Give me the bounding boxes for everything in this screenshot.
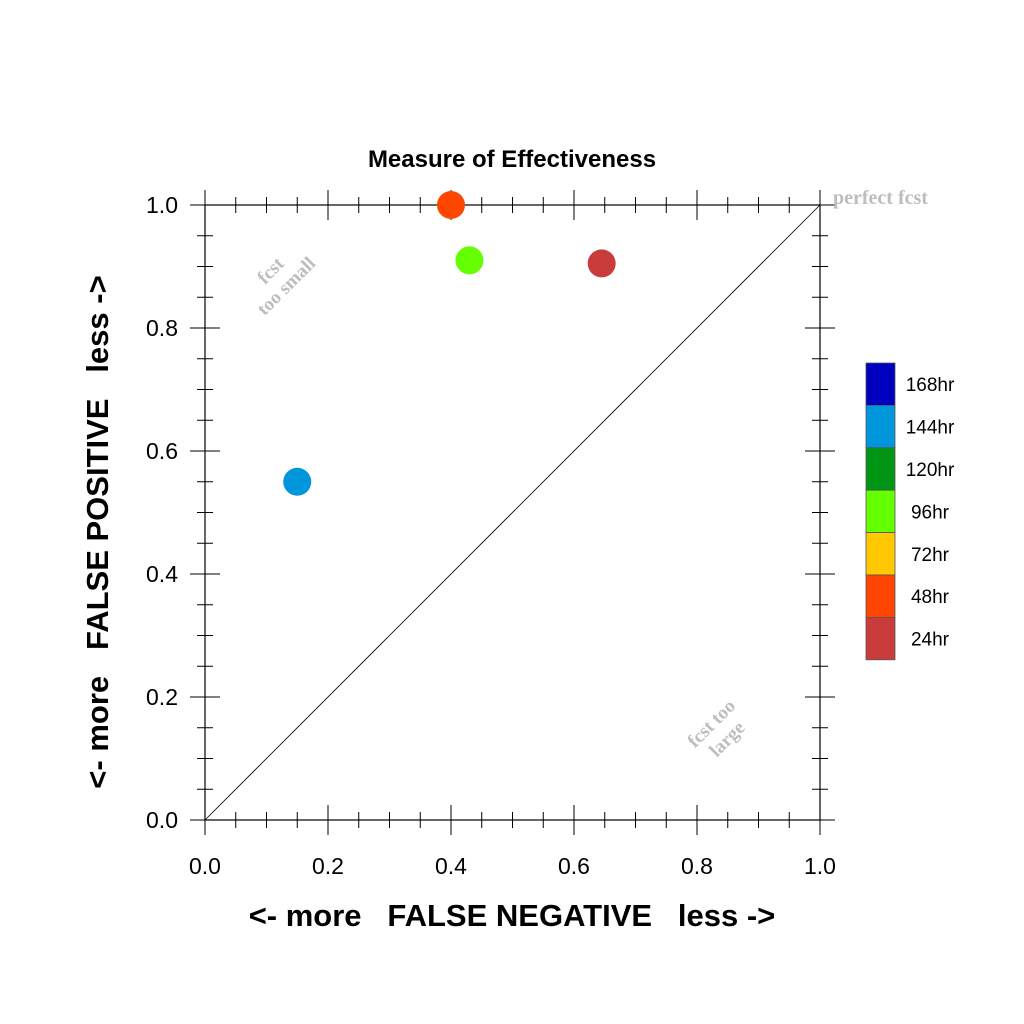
- y-tick-label: 0.0: [146, 807, 178, 833]
- data-point-96hr: [455, 246, 484, 275]
- y-tick-label: 0.4: [146, 561, 178, 587]
- legend-label: 144hr: [906, 418, 955, 439]
- x-tick-labels: 0.0 0.2 0.4 0.6 0.8 1.0: [189, 853, 836, 879]
- legend-label: 168hr: [906, 375, 955, 396]
- legend-label: 24hr: [911, 630, 950, 651]
- y-tick-label: 0.8: [146, 315, 178, 341]
- legend-swatch-96hr: [865, 489, 896, 534]
- y-tick-label: 1.0: [146, 192, 178, 218]
- x-tick-label: 0.0: [189, 853, 221, 879]
- y-axis-label: <- more FALSE POSITIVE less ->: [80, 275, 115, 788]
- x-tick-label: 0.8: [681, 853, 713, 879]
- annotation-fcst-too-large: fcst too large: [684, 696, 750, 762]
- chart-title: Measure of Effectiveness: [368, 146, 656, 173]
- legend-label: 72hr: [911, 545, 950, 566]
- perfect-forecast-diagonal: [204, 204, 821, 821]
- data-point-24hr: [587, 249, 616, 278]
- x-tick-label: 1.0: [804, 853, 836, 879]
- y-tick-labels: 0.0 0.2 0.4 0.6 0.8 1.0: [146, 192, 178, 833]
- legend-swatch-72hr: [865, 532, 896, 576]
- y-tick-label: 0.6: [146, 438, 178, 464]
- x-axis-label: <- more FALSE NEGATIVE less ->: [249, 898, 776, 933]
- legend-swatch-168hr: [865, 362, 896, 406]
- legend-swatch-120hr: [865, 447, 896, 491]
- legend-swatch-24hr: [865, 617, 896, 661]
- x-tick-label: 0.2: [312, 853, 344, 879]
- data-point-144hr: [283, 467, 312, 496]
- annotation-perfect-fcst: perfect fcst: [833, 187, 928, 209]
- data-points: [283, 191, 616, 496]
- legend: 168hr 144hr 120hr 96hr 72hr 48hr 24hr: [865, 362, 955, 661]
- data-point-48hr: [437, 191, 465, 219]
- legend-label: 120hr: [906, 460, 955, 481]
- legend-swatch-48hr: [865, 574, 896, 618]
- x-tick-label: 0.4: [435, 853, 467, 879]
- y-tick-label: 0.2: [146, 684, 178, 710]
- legend-swatch-144hr: [865, 404, 896, 449]
- legend-label: 96hr: [911, 502, 950, 523]
- axis-ticks: [190, 190, 835, 835]
- x-tick-label: 0.6: [558, 853, 590, 879]
- legend-label: 48hr: [911, 587, 950, 608]
- annotation-fcst-too-small: fcst too small: [253, 253, 320, 320]
